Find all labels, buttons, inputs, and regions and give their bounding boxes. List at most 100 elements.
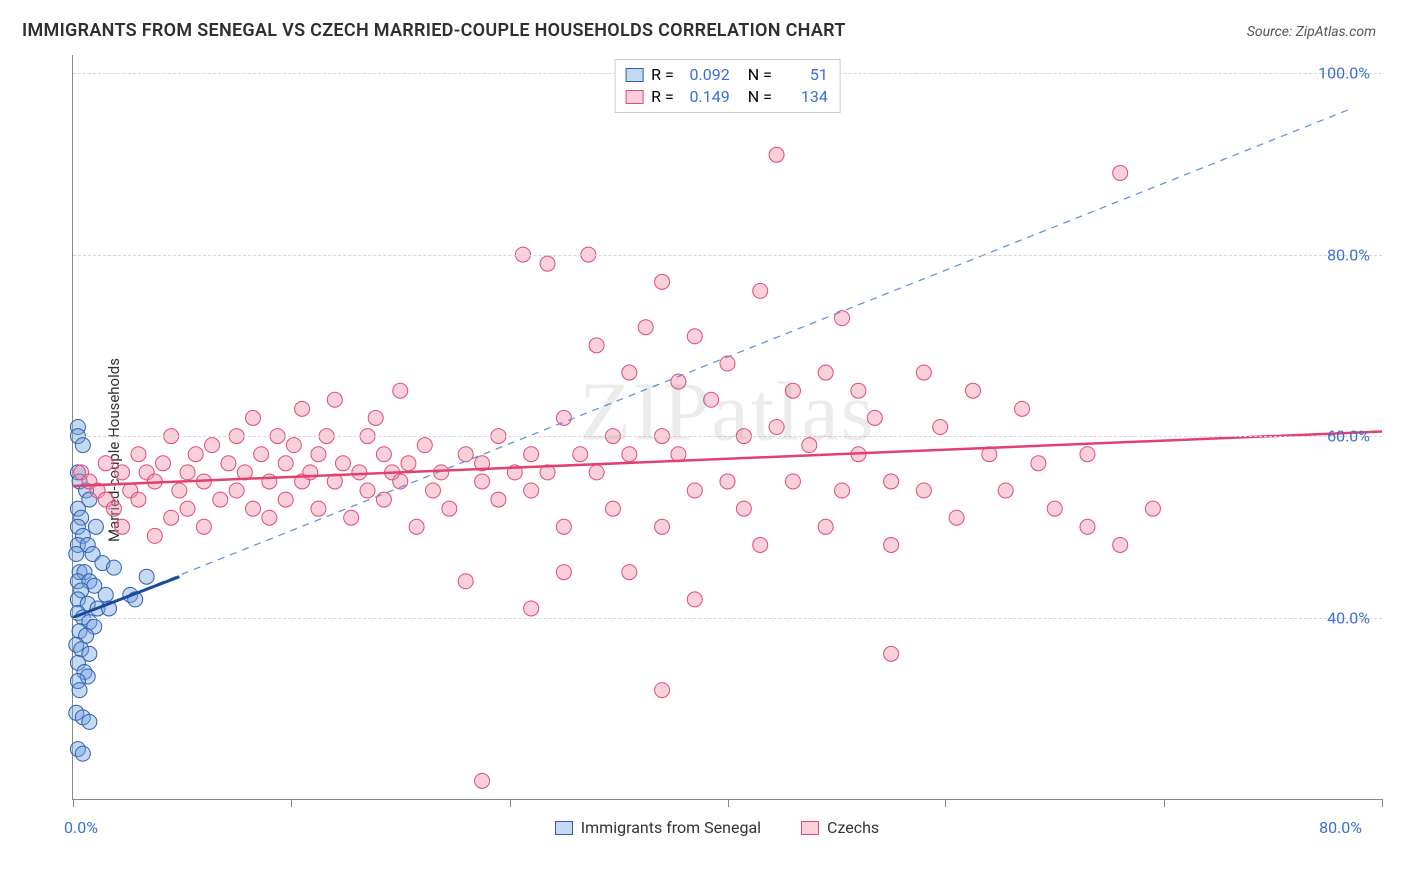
data-point — [769, 420, 784, 435]
data-point — [655, 683, 670, 698]
data-point — [524, 483, 539, 498]
data-point — [311, 501, 326, 516]
source-attribution: Source: ZipAtlas.com — [1247, 24, 1376, 40]
data-point — [335, 456, 350, 471]
legend-item: Czechs — [801, 818, 879, 837]
data-point — [417, 438, 432, 453]
data-point — [720, 474, 735, 489]
data-point — [524, 447, 539, 462]
data-point — [475, 773, 490, 788]
data-point — [867, 410, 882, 425]
data-point — [245, 410, 260, 425]
x-tick — [1164, 799, 1165, 807]
data-point — [254, 447, 269, 462]
data-point — [139, 569, 154, 584]
x-tick — [945, 799, 946, 807]
data-point — [88, 519, 103, 534]
data-point — [818, 365, 833, 380]
data-point — [368, 410, 383, 425]
data-point — [1047, 501, 1062, 516]
y-tick-label: 40.0% — [1327, 608, 1370, 627]
data-point — [205, 438, 220, 453]
data-point — [82, 714, 97, 729]
legend-n-label: N = — [748, 64, 772, 86]
gridline — [73, 436, 1382, 437]
legend-series-name: Immigrants from Senegal — [581, 818, 761, 837]
data-point — [409, 519, 424, 534]
data-point — [401, 456, 416, 471]
data-point — [638, 320, 653, 335]
data-point — [131, 447, 146, 462]
data-point — [1113, 165, 1128, 180]
series-legend: Immigrants from Senegal Czechs — [52, 818, 1382, 837]
data-point — [311, 447, 326, 462]
data-point — [916, 483, 931, 498]
data-point — [360, 483, 375, 498]
data-point — [1031, 456, 1046, 471]
x-tick — [1382, 799, 1383, 807]
data-point — [344, 510, 359, 525]
data-point — [393, 383, 408, 398]
data-point — [916, 365, 931, 380]
data-point — [1145, 501, 1160, 516]
data-point — [998, 483, 1013, 498]
gridline — [73, 618, 1382, 619]
data-point — [475, 474, 490, 489]
data-point — [115, 519, 130, 534]
legend-r-value: 0.092 — [682, 64, 730, 86]
legend-row: R =0.092N =51 — [625, 64, 828, 86]
legend-swatch — [625, 90, 643, 104]
scatter-svg — [73, 55, 1382, 799]
data-point — [524, 601, 539, 616]
data-point — [540, 256, 555, 271]
data-point — [425, 483, 440, 498]
chart-container: Married-couple Households ZIPatlas R =0.… — [52, 55, 1382, 845]
data-point — [295, 401, 310, 416]
data-point — [155, 456, 170, 471]
data-point — [1113, 537, 1128, 552]
data-point — [556, 410, 571, 425]
data-point — [262, 510, 277, 525]
legend-r-label: R = — [651, 86, 674, 108]
data-point — [188, 447, 203, 462]
data-point — [785, 474, 800, 489]
data-point — [491, 492, 506, 507]
data-point — [1080, 519, 1095, 534]
data-point — [327, 392, 342, 407]
correlation-legend: R =0.092N =51R =0.149N =134 — [614, 59, 841, 113]
data-point — [589, 338, 604, 353]
data-point — [303, 465, 318, 480]
data-point — [458, 447, 473, 462]
data-point — [229, 483, 244, 498]
data-point — [835, 483, 850, 498]
data-point — [736, 501, 751, 516]
data-point — [147, 528, 162, 543]
data-point — [687, 483, 702, 498]
plot-area: ZIPatlas R =0.092N =51R =0.149N =134 40.… — [72, 55, 1382, 800]
data-point — [884, 537, 899, 552]
data-point — [180, 465, 195, 480]
legend-item: Immigrants from Senegal — [555, 818, 761, 837]
data-point — [802, 438, 817, 453]
data-point — [221, 456, 236, 471]
data-point — [278, 456, 293, 471]
legend-swatch — [625, 68, 643, 82]
data-point — [851, 383, 866, 398]
data-point — [573, 447, 588, 462]
legend-r-value: 0.149 — [682, 86, 730, 108]
data-point — [687, 329, 702, 344]
x-tick — [291, 799, 292, 807]
data-point — [172, 483, 187, 498]
data-point — [98, 587, 113, 602]
data-point — [458, 574, 473, 589]
data-point — [687, 592, 702, 607]
data-point — [818, 519, 833, 534]
data-point — [556, 519, 571, 534]
data-point — [965, 383, 980, 398]
data-point — [720, 356, 735, 371]
legend-row: R =0.149N =134 — [625, 86, 828, 108]
data-point — [75, 438, 90, 453]
data-point — [753, 283, 768, 298]
y-tick-label: 60.0% — [1327, 427, 1370, 446]
data-point — [622, 447, 637, 462]
